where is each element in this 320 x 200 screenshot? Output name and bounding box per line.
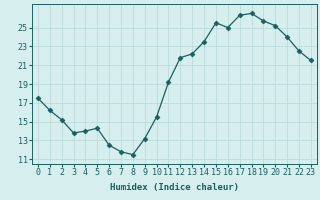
- X-axis label: Humidex (Indice chaleur): Humidex (Indice chaleur): [110, 183, 239, 192]
